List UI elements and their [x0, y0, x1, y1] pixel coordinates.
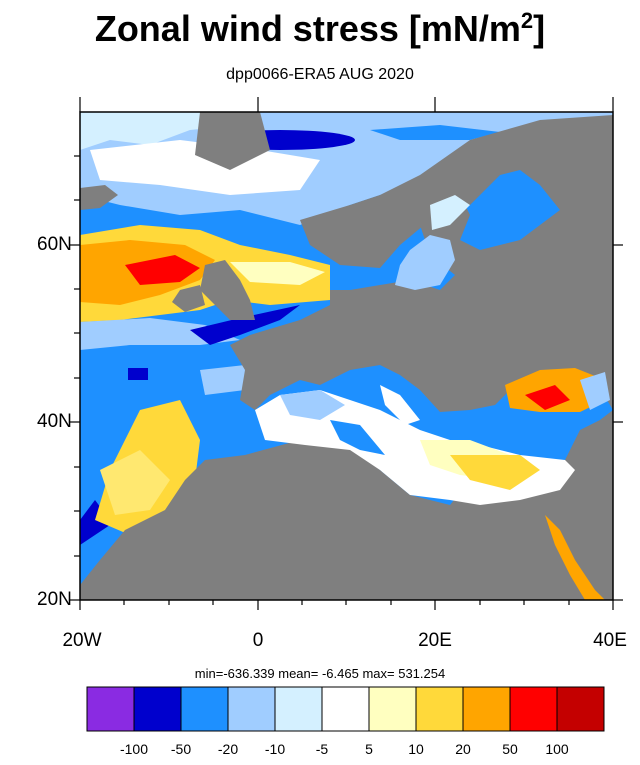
colorbar-swatch	[509, 686, 558, 732]
lat-label-60n: 60N	[37, 234, 72, 255]
colorbar-swatch	[133, 686, 182, 732]
colorbar-swatch	[180, 686, 229, 732]
colorbar-tick-label: 10	[408, 741, 424, 757]
colorbar-swatch	[274, 686, 323, 732]
lat-label-20n: 20N	[37, 589, 72, 610]
red-sea	[545, 515, 605, 600]
colorbar	[86, 686, 605, 732]
greenland-tip	[195, 112, 270, 170]
colorbar-tick-label: -10	[264, 741, 286, 757]
field-statistics: min=-636.339 mean= -6.465 max= 531.254	[194, 666, 446, 681]
colorbar-tick-label: -20	[217, 741, 239, 757]
lon-label-20w: 20W	[62, 630, 102, 651]
axis-ticks	[70, 97, 623, 610]
colorbar-swatch	[321, 686, 370, 732]
lat-label-40n: 40N	[37, 411, 72, 432]
colorbar-tick-label: 50	[502, 741, 518, 757]
colorbar-tick-label: 20	[455, 741, 471, 757]
colorbar-tick-label: -100	[119, 741, 149, 757]
map-title: Zonal wind stress [mN/m2]	[94, 8, 546, 49]
colorbar-swatch	[462, 686, 511, 732]
colorbar-tick-label: -5	[315, 741, 329, 757]
colorbar-swatch	[86, 686, 135, 732]
colorbar-swatch	[415, 686, 464, 732]
colorbar-tick-label: 5	[365, 741, 373, 757]
lon-label-20e: 20E	[418, 630, 452, 651]
colorbar-swatch	[368, 686, 417, 732]
colorbar-swatch	[556, 686, 605, 732]
british-isles	[200, 260, 255, 320]
baltic-sea	[395, 235, 455, 290]
colorbar-tick-label: -50	[170, 741, 192, 757]
lon-label-0: 0	[252, 630, 264, 651]
lon-label-40e: 40E	[593, 630, 627, 651]
map-subtitle: dpp0066-ERA5 AUG 2020	[226, 66, 414, 83]
colorbar-tick-label: 100	[545, 741, 569, 757]
colorbar-swatch	[227, 686, 276, 732]
